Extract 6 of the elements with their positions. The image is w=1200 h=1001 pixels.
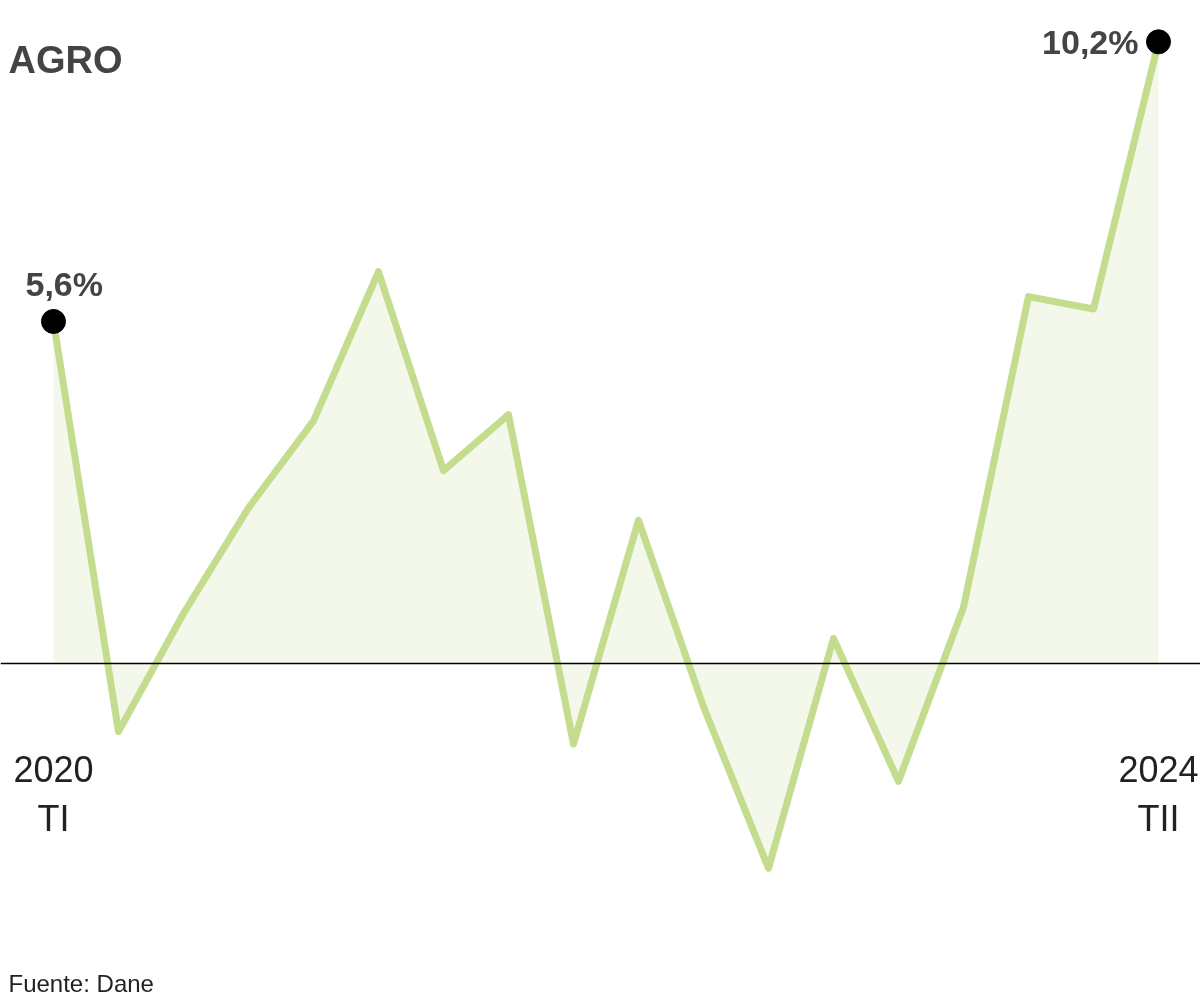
annotation: 10,2% bbox=[1042, 22, 1139, 61]
x-tick-label: 2020 TI bbox=[13, 749, 94, 840]
source-note: Fuente: Dane bbox=[8, 969, 154, 997]
x-tick-label: 2024 TII bbox=[1118, 749, 1199, 840]
chart-title: AGRO bbox=[8, 38, 123, 81]
annotation: 5,6% bbox=[25, 265, 103, 304]
